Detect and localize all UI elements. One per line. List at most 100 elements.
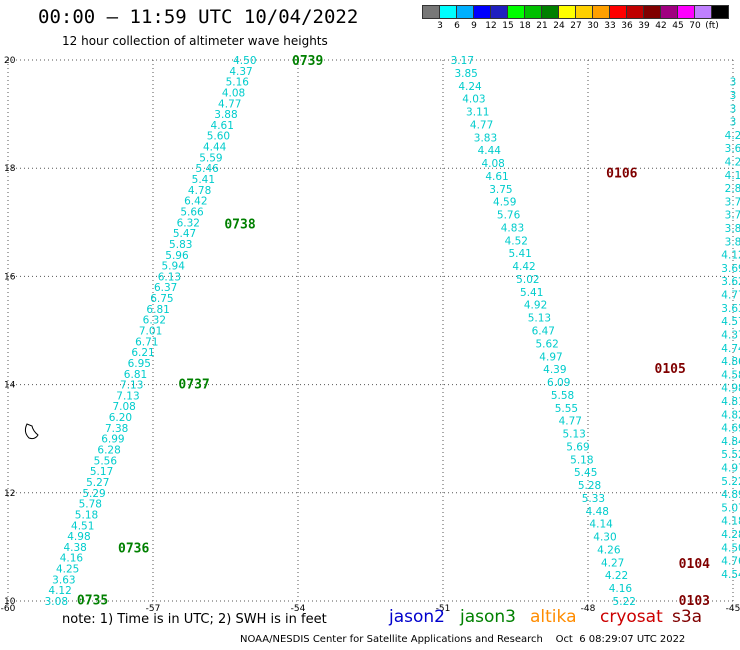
- wave-height-point: 5.56: [94, 455, 118, 467]
- wave-height-point: 6.21: [131, 347, 154, 359]
- sat-cryosat: cryosat: [600, 607, 663, 627]
- wave-height-point: 7.01: [139, 326, 162, 338]
- wave-height-point: 7.38: [105, 423, 128, 435]
- pass-time-label: 0735: [77, 593, 108, 608]
- wave-height-point: 7.13: [120, 380, 143, 392]
- sat-jason2: jason2: [389, 607, 445, 627]
- wave-height-point: 4.14: [589, 519, 613, 531]
- wave-height-point: 4.98: [67, 531, 90, 543]
- wave-height-point: 4.18: [721, 516, 740, 528]
- wave-height-point: 3.11: [466, 107, 489, 119]
- wave-height-point: 3.63: [52, 574, 75, 586]
- wave-height-point: 7.13: [116, 390, 139, 402]
- pass-time-label: 0103: [679, 594, 710, 609]
- y-tick-label: 20: [4, 56, 16, 66]
- wave-height-point: 4.52: [505, 235, 528, 247]
- wave-height-point: 4.77: [721, 290, 740, 302]
- legend-tick-label: 21: [536, 21, 548, 31]
- wave-height-point: 5.55: [555, 403, 578, 415]
- wave-height-point: 4.37: [229, 66, 252, 78]
- wave-height-point: 3.63: [721, 303, 740, 315]
- color-legend: [422, 5, 729, 19]
- wave-height-point: 5.29: [82, 488, 105, 500]
- wave-height-point: 5.22: [613, 596, 636, 608]
- wave-height-point: 5.13: [562, 429, 585, 441]
- wave-height-point: 4.42: [512, 261, 535, 273]
- sat-jason3: jason3: [460, 607, 516, 627]
- wave-height-point: 6.81: [146, 304, 169, 316]
- wave-height-point: 5.69: [566, 441, 589, 453]
- wave-height-point: 3: [730, 77, 737, 89]
- legend-tick-label: (ft): [705, 21, 719, 31]
- wave-height-point: 5.58: [551, 390, 574, 402]
- wave-height-point: 4.08: [222, 87, 245, 99]
- wave-height-point: 2.8: [725, 183, 740, 195]
- chart-subtitle: 12 hour collection of altimeter wave hei…: [62, 34, 328, 48]
- wave-height-point: 4.82: [721, 409, 740, 421]
- wave-height-point: 6.75: [150, 293, 173, 305]
- wave-height-plot: -60 -57 -54 -51 -48 -452018161412104.504.375.…: [1, 54, 740, 612]
- legend-tick-label: 24: [553, 21, 565, 31]
- wave-height-point: 4.61: [485, 171, 508, 183]
- wave-height-point: 4.89: [721, 489, 740, 501]
- pass-time-label: 0736: [118, 541, 149, 556]
- wave-height-point: 5.28: [578, 480, 601, 492]
- wave-height-point: 5.46: [195, 163, 219, 175]
- wave-height-point: 4.12: [721, 250, 740, 262]
- wave-height-point: 5.41: [192, 174, 215, 186]
- wave-height-point: 5.18: [75, 509, 98, 521]
- wave-height-point: 3: [730, 117, 737, 129]
- wave-height-point: 5.47: [173, 228, 196, 240]
- wave-height-point: 5.94: [162, 261, 186, 273]
- wave-height-point: 5.78: [79, 499, 102, 511]
- wave-height-point: 4.77: [218, 98, 241, 110]
- x-tick-label: -45: [726, 604, 740, 612]
- wave-height-point: 4.27: [601, 557, 624, 569]
- wave-height-point: 7.08: [112, 401, 135, 413]
- wave-height-point: 4.24: [458, 81, 482, 93]
- wave-height-point: 6.13: [158, 271, 181, 283]
- legend-tick-label: 30: [587, 21, 599, 31]
- wave-height-point: 4.2: [725, 130, 740, 142]
- legend-tick-label: 42: [655, 21, 667, 31]
- pass-time-label: 0104: [679, 557, 710, 572]
- wave-height-point: 6.71: [135, 336, 158, 348]
- wave-height-point: 4.48: [586, 506, 609, 518]
- y-tick-label: 18: [4, 164, 16, 174]
- wave-height-point: 4.25: [56, 564, 79, 576]
- wave-height-point: 5.41: [520, 287, 543, 299]
- wave-height-point: 5.60: [207, 131, 230, 143]
- wave-height-point: 4.38: [63, 542, 86, 554]
- sat-altika: altika: [530, 607, 577, 627]
- wave-height-point: 4.03: [462, 94, 485, 106]
- wave-height-point: 4.58: [721, 369, 740, 381]
- wave-height-point: 4.39: [543, 364, 566, 376]
- wave-height-point: 5.13: [528, 313, 551, 325]
- legend-tick-label: 6: [454, 21, 460, 31]
- wave-height-point: 3.7: [725, 210, 740, 222]
- wave-height-point: 4.22: [605, 570, 628, 582]
- wave-height-point: 4.77: [559, 416, 582, 428]
- wave-height-point: 3.7: [725, 196, 740, 208]
- pass-time-label: 0737: [178, 378, 209, 393]
- wave-height-point: 4.74: [721, 343, 740, 355]
- wave-height-point: 4.81: [721, 396, 740, 408]
- legend-tick-label: 45: [672, 21, 684, 31]
- pass-time-label: 0739: [292, 54, 323, 69]
- x-tick-label: -48: [581, 604, 596, 612]
- chart-title: 00:00 – 11:59 UTC 10/04/2022: [38, 6, 359, 28]
- legend-tick-label: 3: [437, 21, 443, 31]
- wave-height-point: 4.50: [233, 55, 256, 67]
- wave-height-point: 5.18: [570, 454, 593, 466]
- coastline: [24, 423, 39, 440]
- wave-height-point: 4.37: [721, 329, 740, 341]
- x-tick-label: -60: [1, 604, 16, 612]
- x-tick-label: -57: [146, 604, 161, 612]
- legend-tick-label: 27: [570, 21, 582, 31]
- wave-height-point: 4.86: [721, 356, 740, 368]
- wave-height-point: 5.22: [721, 476, 740, 488]
- x-tick-label: -54: [291, 604, 306, 612]
- legend-tick-label: 9: [471, 21, 477, 31]
- wave-height-point: 4.92: [524, 300, 547, 312]
- wave-height-point: 5.45: [574, 467, 597, 479]
